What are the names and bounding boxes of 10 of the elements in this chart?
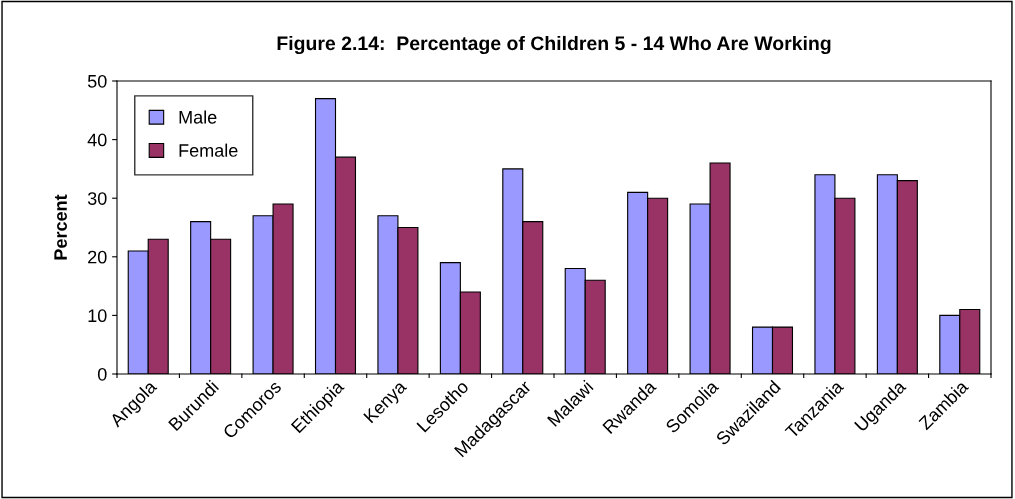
y-tick-label: 0 [97, 367, 107, 381]
y-tick-label: 50 [87, 74, 107, 88]
y-tick-label: 40 [87, 133, 107, 147]
y-tick-label: 30 [87, 192, 107, 205]
legend-label: Male [179, 110, 217, 124]
y-axis-title: Percent [54, 194, 67, 260]
y-tick-label: 20 [88, 250, 107, 264]
y-tick-label: 10 [88, 309, 107, 323]
legend-label: Female [179, 143, 238, 157]
chart-title: Figure 2.14: Percentage of Children 5 - 14 Who Are Working [277, 35, 831, 55]
